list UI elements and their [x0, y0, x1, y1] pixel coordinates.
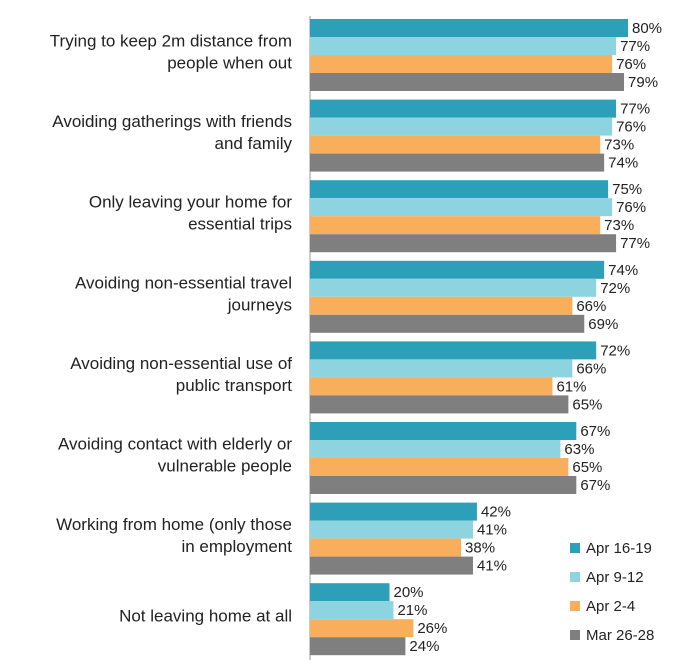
- bar: [310, 135, 601, 154]
- bar: [310, 55, 613, 73]
- legend-swatch: [570, 601, 580, 611]
- value-label: 76%: [616, 119, 646, 136]
- category-label: Avoiding non-essential travel: [75, 273, 292, 292]
- value-label: 26%: [417, 620, 447, 637]
- value-label: 77%: [620, 235, 650, 252]
- value-label: 76%: [616, 199, 646, 216]
- bar: [310, 520, 473, 539]
- bar: [310, 440, 561, 458]
- category-label: Avoiding gatherings with friends: [52, 112, 292, 131]
- value-label: 66%: [576, 360, 606, 377]
- legend-label: Apr 2-4: [586, 598, 635, 615]
- bar: [310, 278, 597, 297]
- bar: [310, 359, 573, 378]
- bar: [310, 153, 605, 172]
- category-label: in employment: [181, 537, 292, 556]
- bar: [310, 422, 577, 440]
- value-label: 76%: [616, 56, 646, 73]
- category-label: vulnerable people: [158, 456, 292, 475]
- legend-swatch: [570, 630, 580, 640]
- bar: [310, 37, 617, 55]
- value-label: 74%: [608, 262, 638, 279]
- value-label: 66%: [576, 298, 606, 315]
- bar: [310, 377, 553, 396]
- bar: [310, 180, 609, 199]
- value-label: 67%: [580, 477, 610, 494]
- bar: [310, 117, 613, 136]
- value-label: 24%: [409, 638, 439, 655]
- category-label: Avoiding contact with elderly or: [58, 434, 292, 453]
- value-label: 42%: [481, 504, 511, 521]
- value-label: 63%: [564, 441, 594, 458]
- value-label: 72%: [600, 342, 630, 359]
- legend-swatch: [570, 543, 580, 553]
- value-label: 80%: [632, 20, 662, 37]
- value-label: 65%: [572, 396, 602, 413]
- bar: [310, 73, 625, 91]
- bar: [310, 395, 569, 414]
- value-label: 21%: [397, 602, 427, 619]
- bar: [310, 502, 477, 521]
- value-label: 79%: [628, 74, 658, 91]
- category-label: essential trips: [188, 215, 292, 234]
- value-label: 69%: [588, 316, 618, 333]
- legend-label: Mar 26-28: [586, 627, 654, 644]
- category-label: and family: [215, 134, 293, 153]
- category-label: Trying to keep 2m distance from: [50, 31, 292, 50]
- value-label: 41%: [477, 558, 507, 575]
- legend-label: Apr 9-12: [586, 569, 644, 586]
- bar: [310, 99, 617, 118]
- category-label: Only leaving your home for: [89, 193, 292, 212]
- category-label: Not leaving home at all: [119, 607, 292, 626]
- value-label: 73%: [604, 217, 634, 234]
- value-label: 38%: [465, 540, 495, 557]
- value-label: 67%: [580, 423, 610, 440]
- bar: [310, 296, 573, 315]
- bar: [310, 583, 390, 602]
- value-label: 77%: [620, 101, 650, 118]
- bar: [310, 538, 462, 557]
- bar: [310, 234, 617, 253]
- bar: [310, 19, 628, 37]
- value-label: 73%: [604, 137, 634, 154]
- value-label: 20%: [394, 584, 424, 601]
- category-label: journeys: [227, 295, 292, 314]
- bar: [310, 476, 577, 494]
- category-label: Avoiding non-essential use of: [70, 354, 292, 373]
- bar: [310, 458, 569, 476]
- value-label: 41%: [477, 522, 507, 539]
- value-label: 77%: [620, 38, 650, 55]
- legend-swatch: [570, 572, 580, 582]
- value-label: 61%: [556, 378, 586, 395]
- bar: [310, 216, 601, 235]
- value-label: 72%: [600, 280, 630, 297]
- value-label: 74%: [608, 155, 638, 172]
- bar: [310, 637, 406, 656]
- bar: [310, 314, 585, 333]
- bar: [310, 341, 597, 360]
- legend-label: Apr 16-19: [586, 540, 652, 557]
- bar: [310, 260, 605, 279]
- value-label: 75%: [612, 181, 642, 198]
- bar: [310, 198, 613, 217]
- category-label: Working from home (only those: [56, 515, 292, 534]
- category-label: people when out: [167, 53, 292, 72]
- value-label: 65%: [572, 459, 602, 476]
- category-label: public transport: [176, 376, 293, 395]
- bar: [310, 619, 414, 638]
- bar: [310, 601, 394, 620]
- bar: [310, 556, 473, 575]
